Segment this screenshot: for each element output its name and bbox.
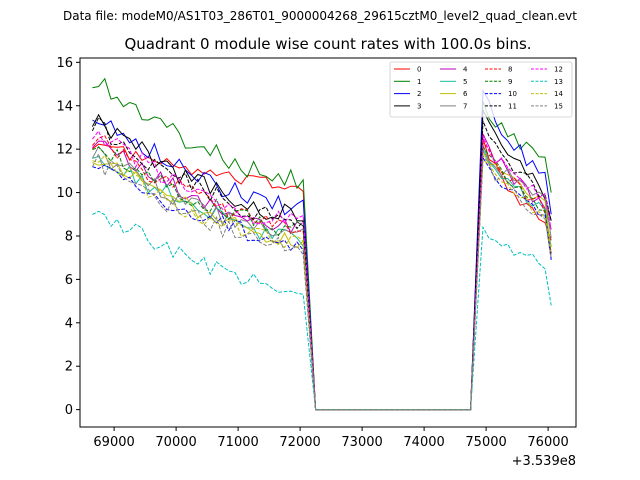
series-line-13	[92, 210, 552, 411]
legend-label-0: 0	[417, 66, 421, 74]
legend-label-13: 13	[554, 78, 563, 86]
legend-label-1: 1	[417, 78, 421, 86]
series-line-9	[92, 145, 552, 411]
x-tick-label: 69000	[93, 435, 134, 450]
legend-label-9: 9	[508, 78, 512, 86]
y-axis-ticks: 0 2 4 6 8 10 12 14 16	[56, 56, 80, 418]
series-line-7	[91, 144, 552, 411]
x-tick-label: 73000	[341, 435, 382, 450]
legend-box	[389, 61, 573, 118]
y-tick-label: 4	[65, 316, 73, 331]
x-tick-label: 70000	[155, 435, 196, 450]
y-tick-label: 2	[65, 360, 73, 375]
x-tick-label: 76000	[527, 435, 568, 450]
legend-label-11: 11	[508, 102, 517, 110]
legend-label-8: 8	[508, 66, 512, 74]
series-line-5	[92, 148, 552, 411]
y-tick-label: 0	[65, 403, 73, 418]
x-tick-label: 74000	[403, 435, 444, 450]
legend-label-6: 6	[463, 90, 468, 98]
x-tick-label: 75000	[465, 435, 506, 450]
legend-label-4: 4	[463, 66, 468, 74]
x-tick-label: 71000	[217, 435, 258, 450]
y-tick-label: 8	[65, 229, 73, 244]
axes-frame	[79, 57, 577, 428]
x-tick-label: 72000	[279, 435, 320, 450]
y-tick-label: 10	[56, 186, 73, 201]
y-tick-label: 16	[56, 56, 73, 71]
series-line-10	[92, 156, 552, 411]
series-line-15	[91, 152, 552, 411]
plot-lines	[91, 77, 552, 411]
chart-title: Quadrant 0 module wise count rates with …	[124, 35, 531, 53]
y-tick-label: 14	[56, 99, 73, 114]
legend-label-12: 12	[554, 66, 563, 74]
x-axis-ticks: 69000 70000 71000 72000 73000 74000 75000 76000	[93, 427, 569, 450]
series-line-14	[92, 154, 552, 411]
legend-label-5: 5	[463, 78, 467, 86]
chart-suptitle: Data file: modeM0/AS1T03_286T01_90000042…	[63, 9, 577, 23]
legend-label-3: 3	[417, 102, 421, 110]
x-axis-offset-label: +3.539e8	[512, 454, 576, 469]
y-tick-label: 6	[65, 273, 73, 288]
y-tick-label: 12	[56, 143, 73, 158]
legend-label-2: 2	[417, 90, 421, 98]
legend-label-14: 14	[554, 90, 563, 98]
legend-label-15: 15	[554, 102, 563, 110]
legend-label-10: 10	[508, 90, 517, 98]
legend-label-7: 7	[463, 102, 467, 110]
